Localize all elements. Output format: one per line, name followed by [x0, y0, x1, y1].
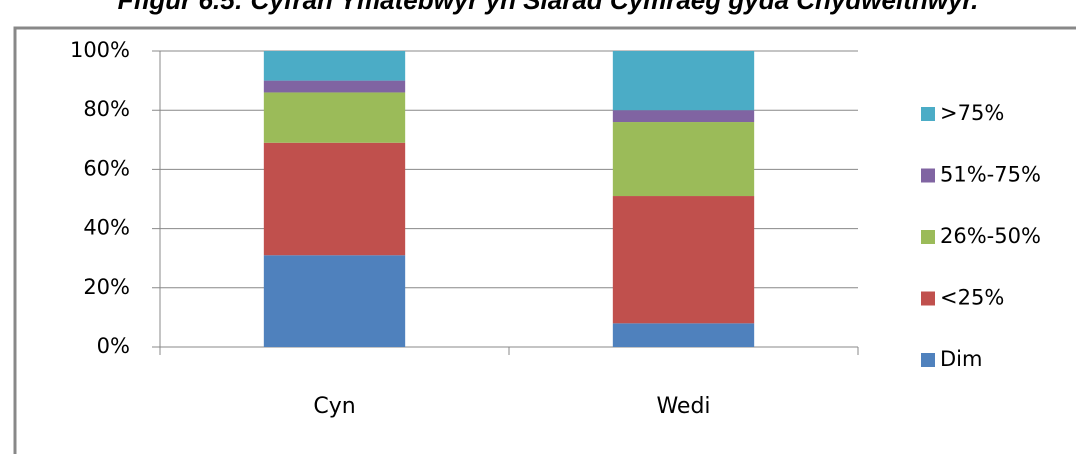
- bar-segment: [612, 196, 755, 324]
- y-tick-label: 40%: [83, 216, 130, 240]
- bar-segment: [612, 51, 755, 111]
- bar-segment: [263, 51, 406, 81]
- chart-title: Ffigur 6.5: Cyfran Ymatebwyr yn Siarad C…: [118, 0, 979, 15]
- y-tick-label: 0%: [97, 334, 130, 358]
- legend-swatch: [921, 107, 935, 121]
- legend-swatch: [921, 291, 935, 306]
- bar-segment: [612, 110, 755, 123]
- bar-segment: [263, 92, 406, 143]
- y-tick-label: 100%: [70, 38, 130, 62]
- legend-label: >75%: [940, 101, 1004, 125]
- legend-label: 26%-50%: [940, 224, 1041, 248]
- legend-label: 51%-75%: [940, 163, 1041, 187]
- bar-segment: [263, 255, 406, 347]
- bar-segment: [263, 80, 406, 93]
- chart-frame: [13, 26, 1076, 454]
- legend-swatch: [921, 168, 935, 183]
- y-tick-label: 60%: [83, 156, 130, 180]
- legend-swatch: [921, 353, 935, 367]
- legend-label: Dim: [940, 347, 982, 371]
- bar-segment: [263, 142, 406, 256]
- bar-segment: [612, 122, 755, 197]
- legend-swatch: [921, 230, 935, 244]
- x-tick-label: Cyn: [313, 394, 355, 419]
- y-tick-label: 80%: [83, 97, 130, 121]
- x-tick-label: Wedi: [656, 394, 710, 419]
- y-tick-label: 20%: [83, 275, 130, 299]
- bar-segment: [612, 323, 755, 347]
- legend-label: <25%: [940, 286, 1004, 310]
